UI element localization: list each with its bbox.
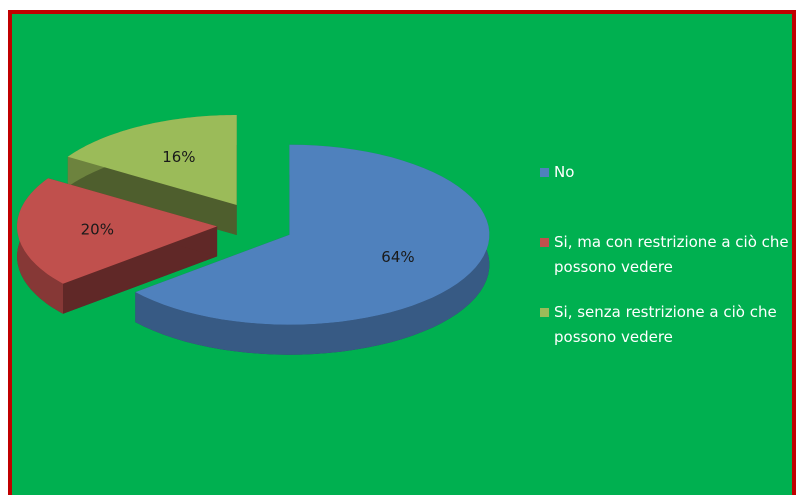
slice-side (135, 144, 490, 355)
slice-top (135, 144, 490, 325)
legend-entry: Si, senza restrizione a ciò che possono … (540, 300, 790, 350)
legend-label: Si, ma con restrizione a ciò che possono… (554, 233, 789, 276)
data-label: 16% (162, 148, 195, 166)
data-label: 20% (81, 220, 114, 238)
slice-top (17, 178, 218, 284)
legend-entry: Si, ma con restrizione a ciò che possono… (540, 230, 790, 280)
legend-swatch (540, 238, 549, 247)
data-label: 64% (381, 248, 414, 266)
legend-swatch (540, 168, 549, 177)
legend-label: No (554, 163, 575, 181)
slice-wall (67, 156, 237, 235)
legend-entry: No (540, 160, 790, 185)
slice-wall (63, 226, 218, 314)
slice-top (67, 115, 237, 205)
pie-slice (135, 144, 490, 355)
legend-swatch (540, 308, 549, 317)
pie-slice (67, 115, 237, 235)
pie-slice (17, 178, 218, 314)
legend-label: Si, senza restrizione a ciò che possono … (554, 303, 777, 346)
